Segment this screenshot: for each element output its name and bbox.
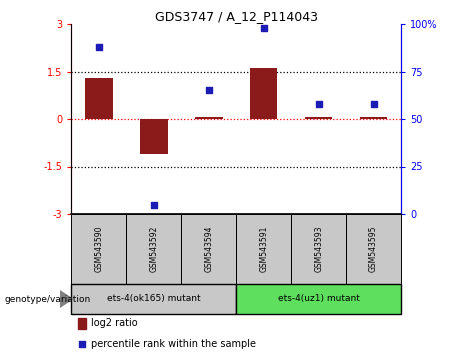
- Bar: [71, 284, 236, 314]
- Bar: [346, 214, 401, 284]
- Bar: [140, 119, 168, 154]
- Bar: [195, 118, 223, 119]
- Bar: [250, 68, 278, 119]
- Bar: [85, 78, 112, 119]
- Text: percentile rank within the sample: percentile rank within the sample: [91, 339, 256, 349]
- Point: [315, 101, 322, 107]
- Point: [150, 202, 158, 207]
- Bar: [126, 214, 181, 284]
- Text: genotype/variation: genotype/variation: [5, 295, 91, 303]
- Bar: [236, 284, 401, 314]
- Text: log2 ratio: log2 ratio: [91, 319, 138, 329]
- Text: GSM543591: GSM543591: [259, 226, 268, 272]
- Bar: [360, 118, 387, 119]
- Bar: [236, 214, 291, 284]
- Text: GSM543595: GSM543595: [369, 226, 378, 272]
- Bar: [71, 214, 126, 284]
- Point: [260, 25, 267, 31]
- Point: [370, 101, 377, 107]
- Bar: [181, 214, 236, 284]
- Text: ets-4(uz1) mutant: ets-4(uz1) mutant: [278, 295, 360, 303]
- Text: GSM543592: GSM543592: [149, 226, 159, 272]
- Bar: [291, 214, 346, 284]
- Point: [78, 342, 86, 347]
- Bar: [305, 118, 332, 119]
- Text: GSM543594: GSM543594: [204, 226, 213, 272]
- Text: GSM543593: GSM543593: [314, 226, 323, 272]
- Title: GDS3747 / A_12_P114043: GDS3747 / A_12_P114043: [155, 10, 318, 23]
- Point: [205, 88, 213, 93]
- Text: GSM543590: GSM543590: [95, 226, 103, 272]
- Text: ets-4(ok165) mutant: ets-4(ok165) mutant: [107, 295, 201, 303]
- Point: [95, 44, 103, 50]
- Polygon shape: [60, 290, 74, 308]
- Bar: [78, 318, 86, 329]
